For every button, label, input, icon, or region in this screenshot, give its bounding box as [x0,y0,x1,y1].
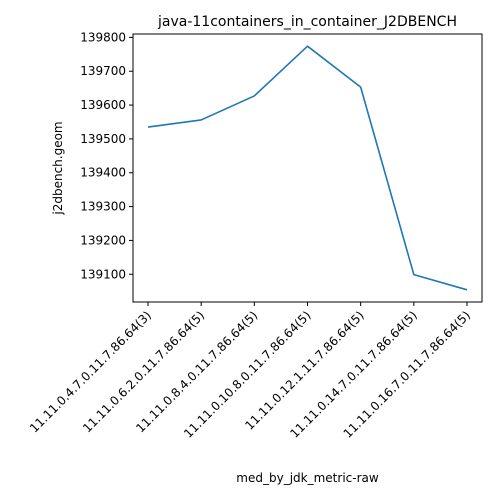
y-tick-label: 139600 [80,98,126,112]
y-tick-label: 139300 [80,200,126,214]
x-axis-label: med_by_jdk_metric-raw [236,471,379,485]
y-tick-label: 139200 [80,233,126,247]
series-line [147,45,468,291]
y-tick-label: 139700 [80,64,126,78]
y-tick-label: 139800 [80,30,126,44]
plot-frame [132,33,483,303]
y-axis-label: j2dbench.geom [51,121,65,215]
plot-area: 139100 139200 139300 139400 139500 139600 1397… [27,30,483,441]
chart-title: java-11containers_in_container_J2DBENCH [157,14,457,30]
y-tick-label: 139500 [80,132,126,146]
y-tick-label: 139400 [80,166,126,180]
y-tick-label: 139100 [80,267,126,281]
